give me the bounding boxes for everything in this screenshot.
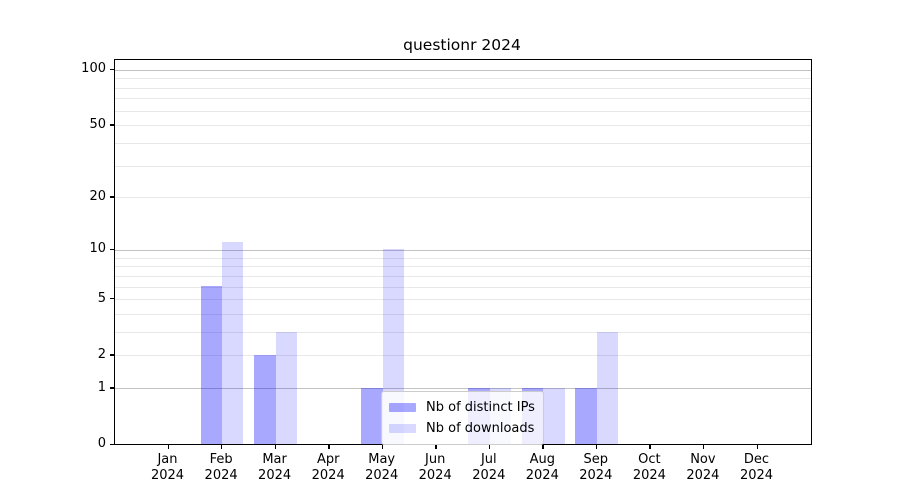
y-tick-label: 20 (89, 188, 106, 204)
x-tick-mark (381, 444, 384, 449)
x-tick-mark (167, 444, 169, 449)
x-tick-mark (435, 444, 437, 449)
gridline-30 (115, 165, 811, 167)
gridline-10 (115, 249, 811, 251)
gridline-5 (115, 299, 811, 300)
gridline-2 (115, 355, 811, 357)
legend-label: Nb of distinct IPs (426, 400, 535, 415)
legend: Nb of distinct IPs Nb of downloads (381, 391, 544, 445)
x-tick-label-oct: Oct 2024 (632, 451, 666, 483)
x-tick-label-jan: Jan 2024 (150, 451, 185, 483)
x-tick-label-aug: Aug 2024 (525, 451, 559, 483)
y-tick-mark (109, 196, 114, 198)
gridline-7 (115, 275, 811, 277)
x-tick-label-apr: Apr 2024 (311, 451, 345, 483)
x-tick-mark (221, 444, 223, 449)
x-tick-mark (488, 444, 491, 449)
gridline-1 (115, 388, 811, 390)
bar-aug-series1 (543, 387, 565, 444)
y-tick-label: 5 (97, 290, 106, 306)
gridline-8 (115, 266, 811, 268)
chart-title: questionr 2024 (403, 36, 521, 54)
x-tick-label-jul: Jul 2024 (472, 451, 506, 483)
y-tick-mark (109, 387, 114, 389)
y-tick-mark (109, 248, 114, 251)
legend-swatch (389, 423, 416, 434)
gridline-50 (115, 125, 811, 127)
gridline-4 (115, 313, 811, 315)
gridline-70 (115, 98, 811, 100)
x-tick-label-feb: Feb 2024 (204, 451, 238, 483)
gridline-100 (115, 69, 811, 71)
bar-sep-series0 (575, 387, 597, 444)
x-tick-mark (702, 444, 705, 449)
y-tick-label: 100 (81, 61, 106, 77)
x-tick-label-nov: Nov 2024 (686, 451, 720, 483)
x-tick-mark (595, 444, 598, 449)
bar-mar-series1 (275, 331, 297, 444)
bar-feb-series0 (200, 286, 223, 444)
x-tick-label-jun: Jun 2024 (418, 451, 452, 483)
legend-item: Nb of distinct IPs (389, 397, 535, 418)
y-tick-label: 50 (89, 116, 106, 132)
legend-label: Nb of downloads (426, 421, 535, 436)
gridline-9 (115, 257, 811, 259)
y-tick-mark (109, 124, 114, 126)
x-tick-mark (542, 444, 544, 449)
gridline-40 (115, 143, 811, 144)
y-tick-label: 0 (97, 436, 106, 451)
legend-item: Nb of downloads (389, 418, 535, 439)
x-tick-label-mar: Mar 2024 (258, 451, 292, 483)
x-tick-label-may: May 2024 (365, 451, 399, 483)
y-tick-mark (109, 354, 114, 356)
x-tick-mark (328, 444, 330, 449)
y-tick-mark (109, 298, 114, 300)
bar-feb-series1 (222, 242, 244, 444)
gridline-80 (115, 87, 811, 89)
y-tick-label: 1 (97, 379, 106, 395)
x-tick-mark (649, 444, 651, 449)
gridline-90 (115, 78, 811, 80)
legend-swatch (389, 402, 416, 413)
y-tick-label: 10 (89, 241, 106, 257)
y-tick-label: 2 (97, 346, 106, 362)
bar-mar-series0 (254, 354, 276, 444)
x-tick-label-sep: Sep 2024 (579, 451, 613, 483)
gridline-60 (115, 110, 811, 112)
bar-may-series0 (361, 387, 383, 444)
plot-area: Nb of distinct IPs Nb of downloads (114, 59, 812, 445)
x-tick-mark (274, 444, 276, 449)
bar-sep-series1 (596, 331, 619, 444)
gridline-20 (115, 197, 811, 199)
y-tick-mark (109, 68, 114, 71)
x-tick-mark (756, 444, 758, 449)
gridline-3 (115, 332, 811, 333)
x-tick-label-dec: Dec 2024 (739, 451, 774, 483)
y-tick-mark (109, 443, 114, 445)
gridline-6 (115, 286, 811, 288)
